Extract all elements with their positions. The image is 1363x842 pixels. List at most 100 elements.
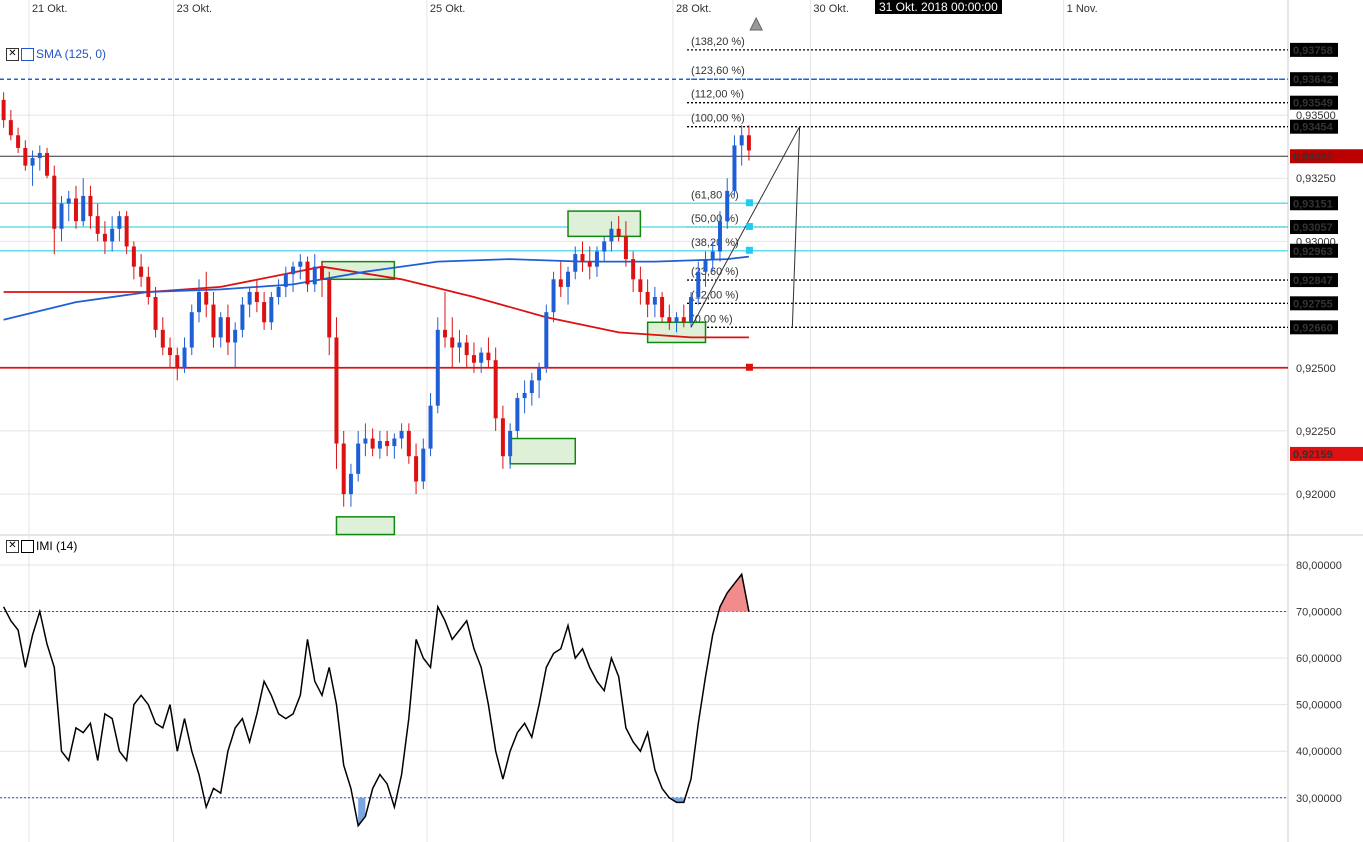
candle-body xyxy=(247,291,252,305)
indicator-tick-label: 40,00000 xyxy=(1296,746,1342,758)
sma-red-line xyxy=(3,265,749,339)
candle-body xyxy=(399,430,404,439)
candle-body xyxy=(746,135,751,151)
candle-body xyxy=(457,342,462,348)
candle-body xyxy=(558,279,563,287)
candle-body xyxy=(59,203,64,229)
candle-body xyxy=(269,297,274,323)
time-tick-label: 30 Okt. xyxy=(813,3,848,15)
candle-body xyxy=(435,329,440,406)
indicator-tick-label: 60,00000 xyxy=(1296,653,1342,665)
imi-indicator xyxy=(0,572,1288,828)
fib-level-label: (23,60 %) xyxy=(691,266,739,278)
candle-body xyxy=(486,352,491,361)
cyan-marker xyxy=(745,199,753,207)
time-tick-label: 21 Okt. xyxy=(32,3,67,15)
candle-body xyxy=(421,448,426,482)
candle-body xyxy=(341,443,346,495)
annotation-box xyxy=(509,437,577,465)
candle-body xyxy=(573,254,578,272)
time-tick-label: 23 Okt. xyxy=(177,3,212,15)
horizontal-lines xyxy=(0,78,1288,369)
indicator-tick-label: 50,00000 xyxy=(1296,700,1342,712)
candle-body xyxy=(52,175,57,229)
candle-body xyxy=(168,347,173,356)
candle-body xyxy=(443,329,448,338)
price-badge-label: 0,92963 xyxy=(1293,246,1333,258)
imi-legend-label: IMI (14) xyxy=(36,539,78,553)
imi-line xyxy=(2,572,750,828)
candle-body xyxy=(348,473,353,495)
candle-body xyxy=(667,317,672,323)
candle-body xyxy=(1,99,6,121)
candle-body xyxy=(652,297,657,305)
candle-body xyxy=(262,302,267,323)
time-tick-label: 1 Nov. xyxy=(1067,3,1098,15)
candle-body xyxy=(717,221,722,252)
candle-body xyxy=(493,360,498,419)
candle-body xyxy=(291,266,296,275)
settings-swatch-icon[interactable] xyxy=(21,539,34,553)
candle-body xyxy=(587,261,592,267)
cyan-marker xyxy=(745,223,753,231)
price-badge xyxy=(1290,149,1363,164)
price-badge xyxy=(1290,296,1338,311)
candle-body xyxy=(725,190,730,222)
candle-body xyxy=(182,347,187,368)
candle-body xyxy=(189,312,194,348)
candle-body xyxy=(88,195,93,217)
candle-body xyxy=(638,279,643,292)
price-badge-label: 0,93642 xyxy=(1293,74,1333,86)
candle-body xyxy=(674,317,679,323)
trend-line xyxy=(690,126,801,328)
candle-body xyxy=(175,355,180,368)
price-badge xyxy=(1290,95,1338,110)
candle-body xyxy=(450,337,455,348)
fib-level-label: (12,00 %) xyxy=(691,289,739,301)
sma-legend-label: SMA (125, 0) xyxy=(36,47,107,61)
candle-body xyxy=(363,438,368,444)
price-tick-label: 0,92000 xyxy=(1296,489,1336,501)
price-badge-label: 0,93758 xyxy=(1293,45,1333,57)
price-badge xyxy=(1290,119,1338,134)
candle-body xyxy=(8,120,13,136)
close-icon[interactable]: ✕ xyxy=(6,47,19,61)
sma-lines xyxy=(3,255,750,339)
price-badge-label: 0,93454 xyxy=(1293,122,1334,134)
candle-body xyxy=(551,279,556,313)
imi-legend: ✕ IMI (14) xyxy=(6,539,77,553)
close-icon[interactable]: ✕ xyxy=(6,539,19,553)
price-axis: 0,935000,932500,930000,925000,922500,920… xyxy=(1290,42,1363,501)
fib-level-label: (123,60 %) xyxy=(691,65,745,77)
price-badge-label: 0,92847 xyxy=(1293,275,1333,287)
candle-body xyxy=(45,152,50,176)
candle-body xyxy=(160,329,165,348)
settings-swatch-icon[interactable] xyxy=(21,47,34,61)
time-axis: 21 Okt. 23 Okt. 25 Okt. 28 Okt. 30 Okt. 1 Nov… xyxy=(32,3,1098,15)
candlestick-series xyxy=(1,92,751,507)
candle-body xyxy=(283,274,288,287)
candle-body xyxy=(276,286,281,298)
candle-body xyxy=(146,276,151,298)
candle-body xyxy=(580,254,585,262)
candle-body xyxy=(602,241,607,252)
fib-level-label: (112,00 %) xyxy=(691,89,744,101)
candle-body xyxy=(428,405,433,449)
level-markers xyxy=(745,199,753,371)
candle-body xyxy=(117,216,122,229)
candle-body xyxy=(320,266,324,280)
price-tick-label: 0,92500 xyxy=(1296,363,1336,375)
candle-body xyxy=(370,438,375,449)
candle-body xyxy=(681,317,686,323)
fib-level-label: (38,20 %) xyxy=(691,237,739,249)
candle-body xyxy=(537,367,542,381)
price-badge-label: 0,93549 xyxy=(1293,98,1333,110)
price-tick-label: 0,92250 xyxy=(1296,426,1336,438)
candle-body xyxy=(645,291,650,305)
candle-body xyxy=(500,418,505,457)
candle-body xyxy=(623,236,628,260)
price-badge-label: 0,93057 xyxy=(1293,222,1333,234)
candle-body xyxy=(73,198,78,222)
price-badge-label: 0,92660 xyxy=(1293,322,1333,334)
